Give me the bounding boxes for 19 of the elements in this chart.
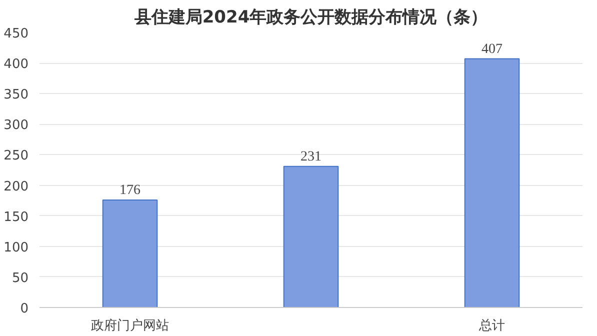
y-tick-label: 350	[4, 88, 29, 103]
bar	[464, 58, 520, 308]
y-tick-label: 400	[4, 57, 29, 72]
y-tick-label: 250	[4, 148, 29, 164]
data-label: 231	[300, 149, 322, 164]
bar	[283, 166, 339, 308]
y-tick-label: 300	[4, 118, 29, 134]
y-tick-label: 450	[4, 26, 29, 42]
data-label: 176	[120, 182, 140, 198]
y-tick-label: 50	[12, 270, 29, 286]
data-label: 407	[482, 42, 502, 57]
bar	[102, 199, 158, 308]
y-tick-label: 200	[4, 179, 29, 194]
y-tick-label: 150	[4, 210, 29, 225]
y-tick-label: 100	[4, 240, 29, 256]
chart-title: 县住建局2024年政务公开数据分布情况（条）	[133, 8, 488, 28]
x-tick-label: 总计	[478, 318, 505, 334]
x-tick-label: 政府门户网站	[91, 318, 169, 334]
y-tick-label: 0	[20, 302, 29, 316]
